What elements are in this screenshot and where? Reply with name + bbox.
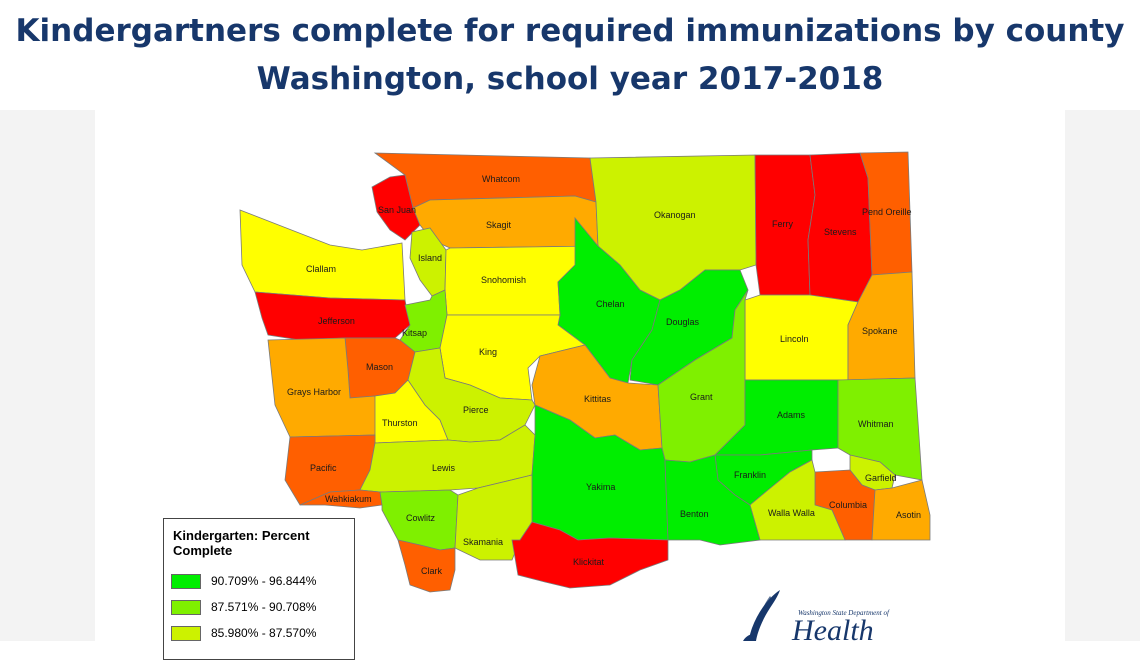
label-lewis: Lewis — [432, 463, 456, 473]
label-franklin: Franklin — [734, 470, 766, 480]
label-wahkiakum: Wahkiakum — [325, 494, 372, 504]
label-kitsap: Kitsap — [402, 328, 427, 338]
label-mason: Mason — [366, 362, 393, 372]
health-logo-icon — [743, 590, 780, 641]
legend-title: Kindergarten: Percent Complete — [173, 528, 310, 558]
logo-name: Health — [792, 614, 874, 647]
label-clallam: Clallam — [306, 264, 336, 274]
label-lincoln: Lincoln — [780, 334, 809, 344]
label-king: King — [479, 347, 497, 357]
label-whatcom: Whatcom — [482, 174, 520, 184]
label-grant: Grant — [690, 392, 713, 402]
county-clallam[interactable] — [239, 209, 406, 301]
label-okanogan: Okanogan — [654, 210, 696, 220]
county-asotin[interactable] — [871, 479, 931, 541]
label-pend-oreille: Pend Oreille — [862, 207, 912, 217]
legend-item: 90.709% - 96.844% — [171, 574, 351, 590]
label-grays-harbor: Grays Harbor — [287, 387, 341, 397]
washington-county-map: Whatcom San Juan Skagit Okanogan Ferry S… — [239, 151, 931, 593]
label-douglas: Douglas — [666, 317, 700, 327]
label-clark: Clark — [421, 566, 443, 576]
background-strip-left — [0, 110, 95, 641]
label-whitman: Whitman — [858, 419, 894, 429]
county-benton[interactable] — [664, 454, 761, 546]
label-pacific: Pacific — [310, 463, 337, 473]
legend-item: 85.980% - 87.570% — [171, 626, 351, 642]
label-columbia: Columbia — [829, 500, 867, 510]
label-garfield: Garfield — [865, 473, 897, 483]
label-stevens: Stevens — [824, 227, 857, 237]
legend-label: 90.709% - 96.844% — [211, 574, 317, 588]
legend-swatch — [171, 600, 201, 615]
label-chelan: Chelan — [596, 299, 625, 309]
label-skamania: Skamania — [463, 537, 503, 547]
legend-label: 87.571% - 90.708% — [211, 600, 317, 614]
label-island: Island — [418, 253, 442, 263]
label-yakima: Yakima — [586, 482, 615, 492]
logo-subtitle: Washington State Department of — [798, 609, 889, 617]
legend-label: 85.980% - 87.570% — [211, 626, 317, 640]
label-pierce: Pierce — [463, 405, 489, 415]
county-clark[interactable] — [397, 539, 456, 593]
label-skagit: Skagit — [486, 220, 512, 230]
label-adams: Adams — [777, 410, 806, 420]
label-spokane: Spokane — [862, 326, 898, 336]
label-san-juan: San Juan — [378, 205, 416, 215]
county-klickitat[interactable] — [511, 521, 669, 589]
map-title-line-2: Washington, school year 2017-2018 — [256, 61, 884, 97]
label-walla-walla: Walla Walla — [768, 508, 815, 518]
legend-item: 87.571% - 90.708% — [171, 600, 351, 616]
county-walla-walla[interactable] — [749, 459, 846, 541]
legend-swatch — [171, 626, 201, 641]
label-benton: Benton — [680, 509, 709, 519]
label-snohomish: Snohomish — [481, 275, 526, 285]
map-title-line-1: Kindergartners complete for required imm… — [15, 13, 1125, 49]
label-ferry: Ferry — [772, 219, 793, 229]
label-cowlitz: Cowlitz — [406, 513, 436, 523]
label-klickitat: Klickitat — [573, 557, 605, 567]
label-thurston: Thurston — [382, 418, 418, 428]
legend-swatch — [171, 574, 201, 589]
label-kittitas: Kittitas — [584, 394, 612, 404]
label-asotin: Asotin — [896, 510, 921, 520]
background-strip-right — [1065, 110, 1140, 641]
label-jefferson: Jefferson — [318, 316, 355, 326]
map-legend: Kindergarten: Percent Complete 90.709% -… — [163, 518, 355, 660]
department-of-health-logo: Washington State Department of Health — [740, 588, 910, 646]
